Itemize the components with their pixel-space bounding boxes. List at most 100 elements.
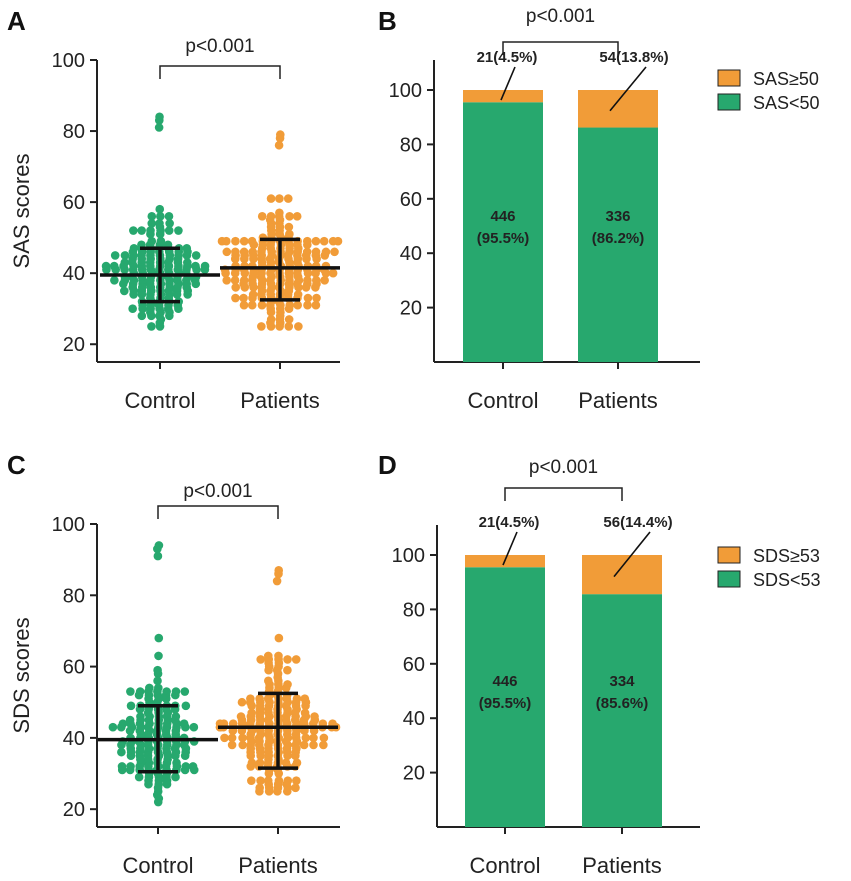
data-point (274, 651, 283, 661)
data-point (255, 737, 264, 746)
data-point (173, 254, 183, 264)
data-point (128, 247, 138, 257)
data-point (274, 658, 284, 668)
data-point (110, 275, 119, 285)
data-point (300, 694, 310, 703)
data-point (274, 633, 284, 643)
data-point (227, 740, 237, 750)
data-point (265, 215, 275, 225)
legend-swatch (717, 570, 741, 588)
data-point (274, 569, 283, 579)
data-point (108, 722, 118, 732)
data-point (134, 772, 144, 782)
data-point (155, 229, 165, 239)
data-point (301, 701, 310, 711)
data-point (128, 304, 137, 314)
data-point (146, 229, 155, 239)
data-point (256, 776, 265, 785)
data-point (266, 240, 275, 250)
legend-label: SAS≥50 (753, 69, 819, 89)
data-point (170, 715, 180, 725)
data-point (143, 708, 153, 718)
y-tick-label: 20 (63, 334, 85, 356)
data-point (264, 779, 273, 789)
data-point (249, 240, 259, 250)
panel-d: D 20 40 60 80 100 Control Patients p<0.001 446 (95… (378, 450, 821, 878)
data-point (275, 229, 284, 239)
data-point (164, 212, 174, 221)
data-point (220, 733, 229, 743)
data-point (292, 744, 301, 753)
data-point (238, 733, 247, 743)
bar-segment-SAS<50 (463, 102, 543, 363)
data-point (293, 258, 302, 267)
data-point (117, 740, 126, 750)
bar-count-label: 336 (605, 208, 630, 225)
data-point (161, 694, 171, 703)
data-point (319, 740, 328, 750)
data-point (126, 687, 135, 696)
data-point (255, 697, 265, 707)
data-point (153, 783, 163, 793)
data-point (247, 737, 256, 746)
y-tick-label: 40 (400, 243, 422, 265)
data-point (144, 772, 154, 782)
data-point (172, 290, 182, 299)
data-point (183, 247, 192, 257)
bar-top-label: 21(4.5%) (477, 49, 538, 66)
legend-swatch (717, 69, 741, 87)
leader-line (613, 531, 651, 578)
data-point (266, 279, 276, 289)
data-point (110, 251, 120, 260)
data-point (179, 740, 189, 750)
panel-letter: D (378, 450, 397, 480)
data-point (265, 680, 274, 689)
data-point (163, 708, 173, 718)
data-point (285, 240, 294, 250)
data-point (172, 762, 182, 771)
data-point (155, 222, 165, 232)
data-point (191, 251, 201, 260)
data-point (147, 311, 156, 321)
data-point (231, 293, 240, 303)
y-tick-label: 40 (403, 708, 425, 730)
bar-percent-label: (86.2%) (592, 230, 645, 247)
data-point (147, 236, 157, 246)
data-point (144, 744, 154, 753)
data-point (309, 740, 318, 750)
data-point (144, 762, 153, 771)
data-point (246, 744, 256, 753)
bar-percent-label: (95.5%) (477, 230, 530, 247)
data-point (153, 669, 163, 679)
significance-bracket (157, 505, 279, 519)
data-point (265, 737, 274, 746)
data-point (192, 265, 201, 274)
data-point (283, 665, 292, 675)
data-point (249, 254, 258, 264)
data-point (120, 286, 129, 296)
data-point (282, 747, 292, 757)
data-point (285, 258, 294, 267)
data-point (256, 655, 266, 664)
significance-bracket (159, 65, 281, 79)
data-point (171, 726, 181, 736)
data-point (321, 247, 331, 257)
data-point (129, 290, 138, 299)
data-point (126, 701, 136, 711)
significance-bracket (502, 41, 619, 55)
data-point (126, 747, 136, 757)
data-point (256, 715, 265, 725)
data-point (147, 219, 157, 228)
data-point (154, 123, 164, 132)
data-point (222, 275, 231, 285)
data-point (230, 254, 240, 264)
bar-segment-SDS<53 (582, 594, 662, 827)
data-point (137, 311, 147, 321)
data-point (292, 212, 302, 221)
data-point (312, 293, 321, 303)
legend: SAS≥50 SAS<50 (717, 69, 820, 113)
data-point (240, 251, 249, 260)
data-point (311, 283, 320, 292)
data-point (266, 268, 275, 278)
